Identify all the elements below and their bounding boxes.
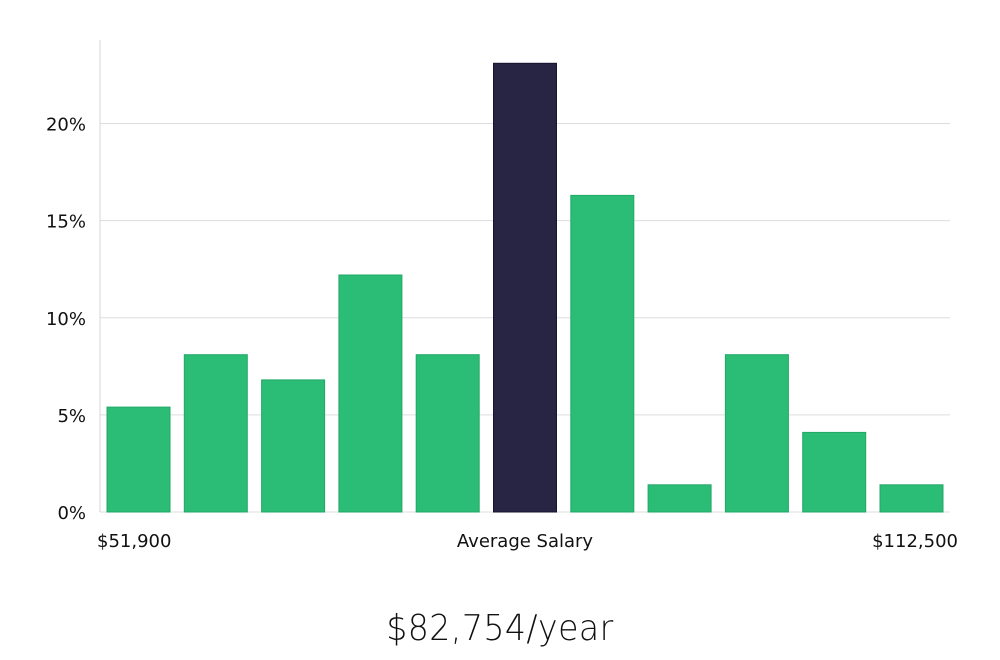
- bar: [183, 354, 248, 513]
- bar: [802, 431, 867, 513]
- average-salary-value: $82,754/year: [386, 608, 614, 649]
- bars: [106, 62, 944, 513]
- x-tick-label-max: $112,500: [872, 531, 958, 552]
- bar: [724, 354, 789, 513]
- bar-average-salary: [493, 62, 557, 513]
- x-tick-label-average: Average Salary: [457, 531, 594, 552]
- y-tick-label: 0%: [57, 503, 86, 524]
- bar: [338, 274, 403, 513]
- y-tick-label: 5%: [57, 406, 86, 427]
- y-tick-label: 20%: [46, 115, 86, 136]
- bar: [106, 406, 171, 513]
- x-tick-labels: $51,900 Average Salary $112,500: [97, 531, 958, 552]
- salary-histogram: 0% 5% 10% 15% 20% $51,900 Average Salary $11…: [46, 40, 958, 552]
- y-tick-labels: 0% 5% 10% 15% 20%: [46, 115, 86, 525]
- bar: [415, 354, 480, 513]
- y-tick-label: 10%: [46, 309, 86, 330]
- bar: [261, 379, 326, 513]
- bar: [570, 194, 635, 513]
- x-tick-label-min: $51,900: [97, 531, 171, 552]
- y-tick-label: 15%: [46, 212, 86, 233]
- bar: [647, 484, 712, 513]
- bar: [879, 484, 944, 513]
